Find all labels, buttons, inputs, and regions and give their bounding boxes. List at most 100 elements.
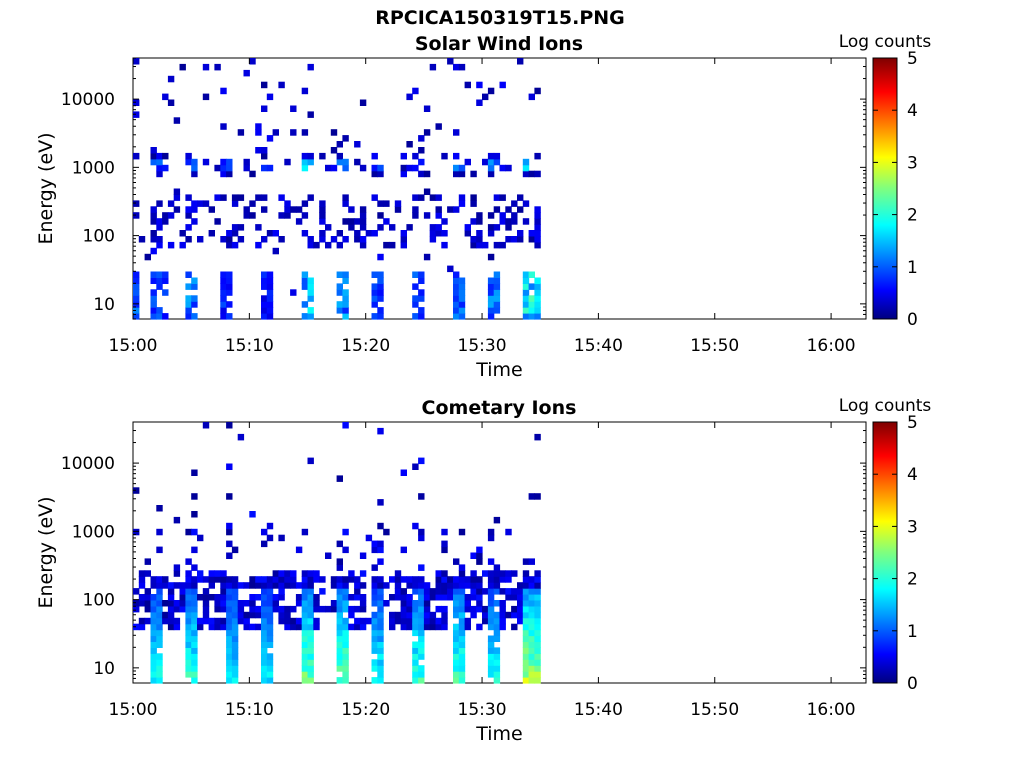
heatmap-cell <box>458 635 466 642</box>
heatmap-cell <box>453 659 460 666</box>
heatmap-cell <box>534 576 541 583</box>
heatmap-cell <box>156 665 163 672</box>
heatmap-cell <box>522 582 530 589</box>
heatmap-cell <box>499 81 506 89</box>
heatmap-cell <box>534 289 541 296</box>
heatmap-cell <box>354 576 361 583</box>
heatmap-cell <box>493 647 501 654</box>
heatmap-cell <box>319 230 326 237</box>
heatmap-cell <box>173 600 181 607</box>
heatmap-cell <box>237 433 245 441</box>
heatmap-cell <box>354 158 361 166</box>
heatmap-cell <box>191 647 198 654</box>
heatmap-cell <box>208 594 215 601</box>
heatmap-cell <box>493 277 501 284</box>
heatmap-cell <box>336 653 343 660</box>
heatmap-cell <box>464 81 471 89</box>
heatmap-cell <box>231 546 239 554</box>
heatmap-cell <box>336 611 343 619</box>
heatmap-cell <box>423 623 431 631</box>
heatmap-cell <box>354 582 361 589</box>
heatmap-cell <box>325 241 332 249</box>
heatmap-cell <box>162 93 169 101</box>
heatmap-cell <box>464 582 471 589</box>
heatmap-cell <box>156 307 163 314</box>
heatmap-cell <box>226 283 233 290</box>
heatmap-cell <box>348 206 355 213</box>
heatmap-cell <box>133 212 140 219</box>
heatmap-cell <box>522 641 530 648</box>
colorbar-tick-label: 2 <box>907 206 918 226</box>
heatmap-cell <box>336 623 343 631</box>
heatmap-cell <box>528 605 535 613</box>
heatmap-cell <box>418 588 425 595</box>
heatmap-cell <box>138 576 146 583</box>
y-tick-label: 10 <box>93 659 115 679</box>
heatmap-cell <box>301 677 309 684</box>
heatmap-cell <box>528 617 535 625</box>
heatmap-cell <box>261 647 268 654</box>
heatmap-cell <box>371 289 378 296</box>
heatmap-cell <box>295 582 303 589</box>
heatmap-cell <box>470 170 477 178</box>
heatmap-cell <box>348 224 355 231</box>
heatmap-cell <box>412 301 419 308</box>
heatmap-cell <box>487 164 495 172</box>
heatmap-cell <box>493 564 501 571</box>
heatmap-cell <box>185 283 192 290</box>
heatmap-cell <box>499 600 506 607</box>
heatmap-cell <box>528 588 535 595</box>
heatmap-cell <box>377 588 384 595</box>
heatmap-cell <box>528 271 535 278</box>
heatmap-cell <box>441 617 448 625</box>
heatmap-cell <box>191 653 198 660</box>
heatmap-cell <box>226 653 233 660</box>
heatmap-cell <box>453 600 460 607</box>
heatmap-cell <box>435 582 442 589</box>
heatmap-cell <box>458 623 466 631</box>
heatmap-cell <box>534 206 541 213</box>
heatmap-cell <box>133 600 140 607</box>
heatmap-cell <box>313 241 320 249</box>
heatmap-cell <box>348 605 355 613</box>
panel-title: Cometary Ions <box>422 397 577 419</box>
heatmap-cell <box>249 582 256 589</box>
heatmap-cell <box>511 605 518 613</box>
heatmap-cell <box>156 152 163 160</box>
heatmap-cell <box>261 629 268 637</box>
heatmap-cell <box>307 313 314 320</box>
heatmap-cell <box>336 564 343 571</box>
heatmap-cell <box>429 194 437 201</box>
colorbar-label: Log counts <box>839 396 932 416</box>
heatmap-cell <box>342 422 349 429</box>
heatmap-cell <box>249 170 256 178</box>
heatmap-cell <box>342 236 349 243</box>
heatmap-cell <box>412 600 419 607</box>
heatmap-cell <box>359 206 367 213</box>
heatmap-cell <box>400 605 407 613</box>
heatmap-cell <box>441 588 448 595</box>
heatmap-cell <box>470 588 477 595</box>
heatmap-cell <box>150 277 157 284</box>
heatmap-cell <box>301 271 309 278</box>
heatmap-cell <box>412 617 419 625</box>
heatmap-cell <box>359 218 367 225</box>
heatmap-cell <box>522 170 530 178</box>
heatmap-cell <box>359 552 367 559</box>
heatmap-cell <box>429 617 437 625</box>
heatmap-cell <box>412 665 419 672</box>
heatmap-cell <box>301 635 309 642</box>
colorbar-tick-label: 1 <box>907 622 918 642</box>
heatmap-cell <box>243 212 250 219</box>
heatmap-cell <box>336 629 343 637</box>
heatmap-cell <box>266 576 274 583</box>
heatmap-cell <box>522 635 530 642</box>
heatmap-cell <box>394 576 402 583</box>
heatmap-cell <box>278 576 285 583</box>
heatmap-cell <box>307 158 314 166</box>
heatmap-cell <box>342 307 349 314</box>
heatmap-cell <box>231 576 239 583</box>
heatmap-cell <box>400 469 407 476</box>
heatmap-cell <box>423 129 431 136</box>
heatmap-cell <box>336 659 343 666</box>
